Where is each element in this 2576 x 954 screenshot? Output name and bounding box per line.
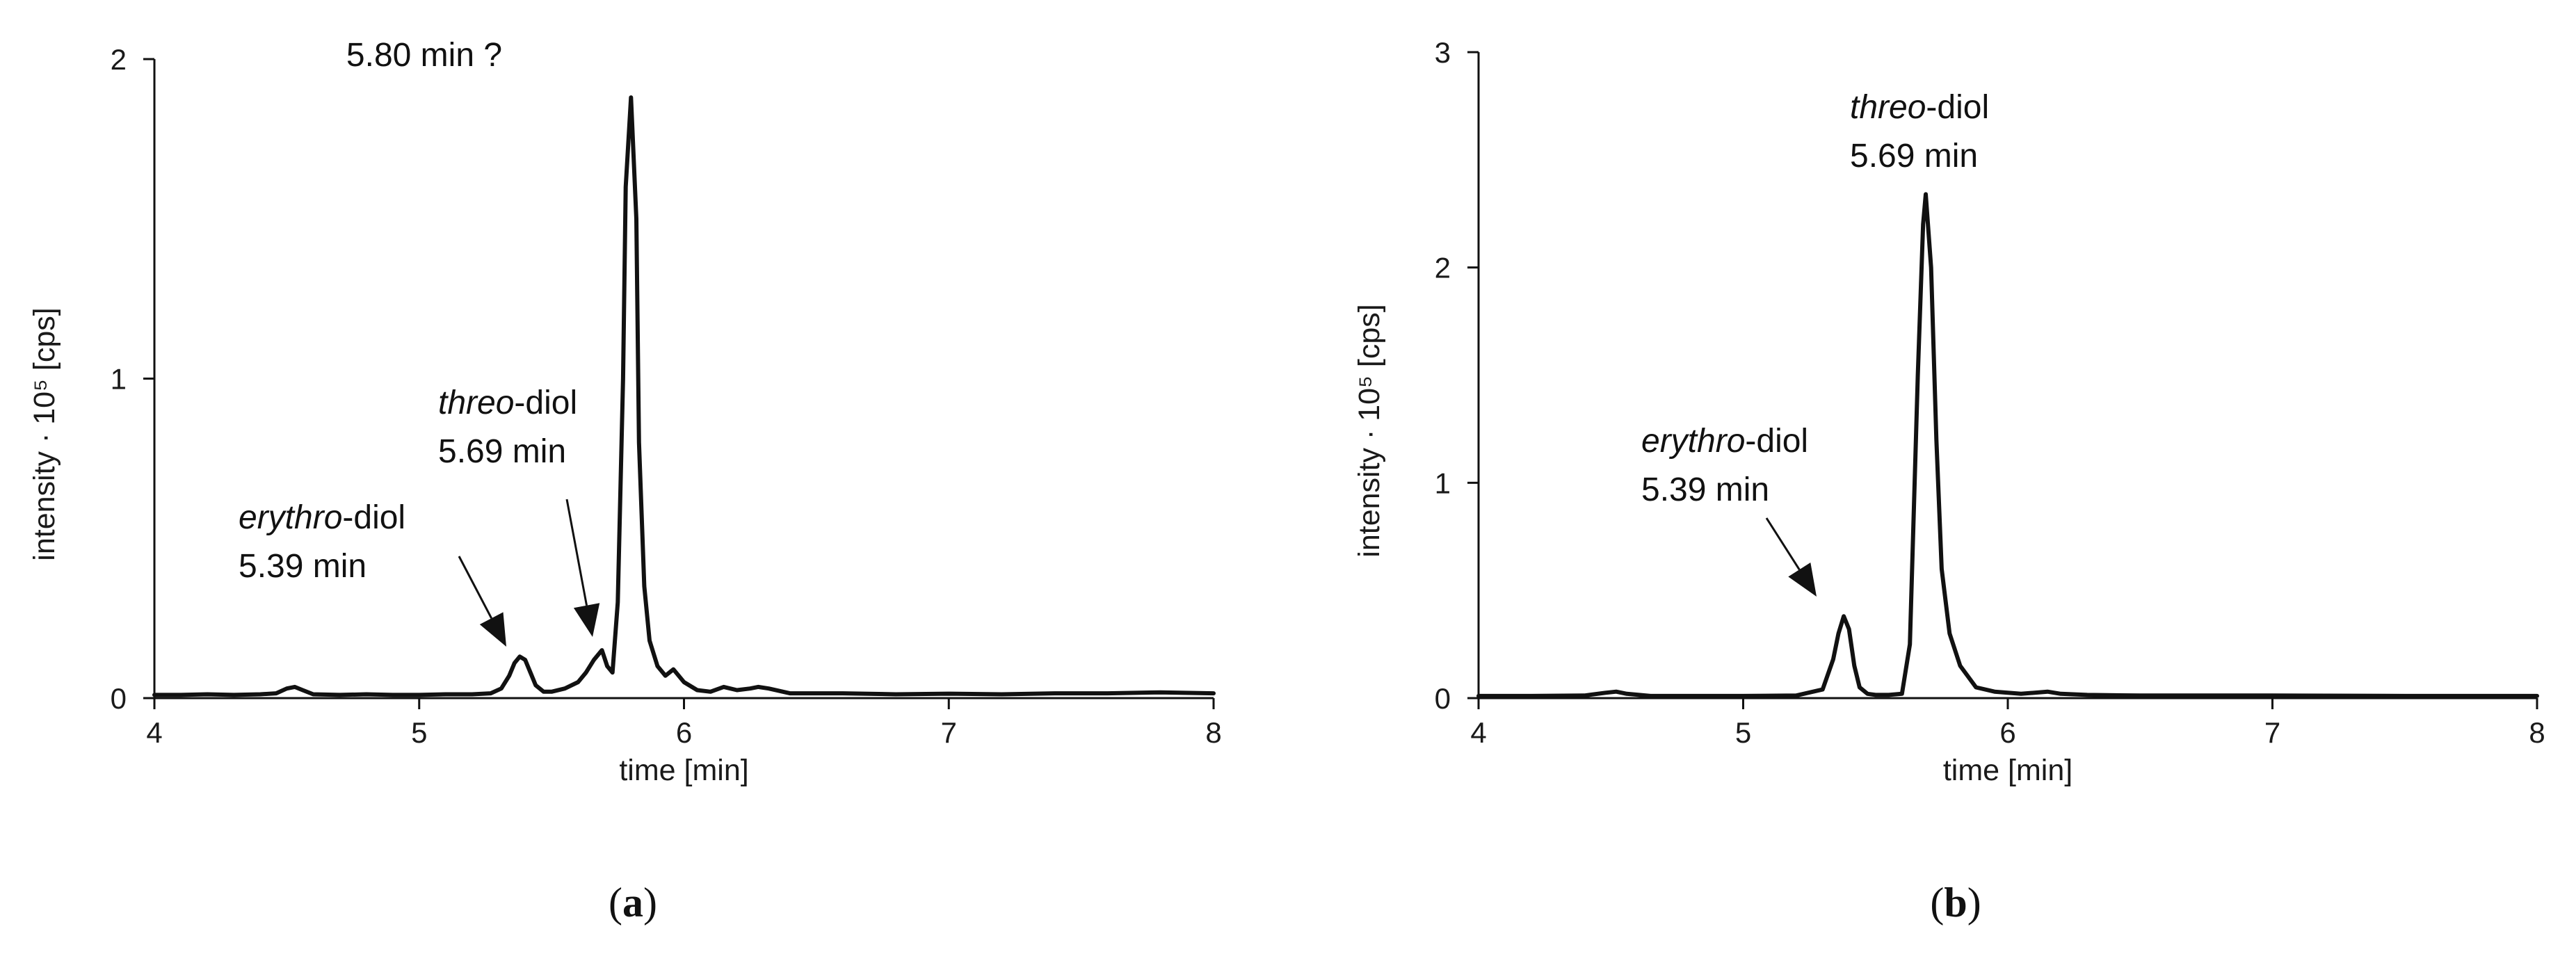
chromatogram-trace (1476, 192, 2539, 698)
annotation-arrow-head (1788, 563, 1817, 597)
x-axis-title: time [min] (619, 754, 748, 787)
annotation-arrow-head (479, 612, 506, 647)
compound-suffix: -diol (1926, 89, 1989, 126)
y-axis-title: intensity · 10⁵ [cps] (1353, 304, 1386, 557)
x-tick-label: 8 (1205, 716, 1221, 749)
compound-italic-prefix: erythro (1641, 423, 1745, 460)
x-tick-label: 6 (676, 716, 692, 749)
peak-annotation-label: 5.80 min ? (346, 37, 502, 74)
peak-annotation-compound: threo-diol (1850, 89, 1989, 126)
x-tick-label: 8 (2529, 716, 2545, 749)
compound-italic-prefix: erythro (239, 499, 342, 536)
compound-suffix: -diol (342, 499, 405, 536)
x-tick-label: 4 (146, 716, 162, 749)
annotation-arrow-shaft (458, 556, 493, 619)
y-tick-label: 3 (1435, 36, 1451, 69)
x-tick-label: 4 (1470, 716, 1486, 749)
peak-annotation-compound: erythro-diol (1641, 423, 1808, 460)
x-tick-label: 5 (1735, 716, 1751, 749)
x-axis-title: time [min] (1943, 754, 2072, 787)
compound-italic-prefix: threo (438, 385, 514, 421)
y-tick-label: 0 (1435, 682, 1451, 715)
panel-label-close: ) (1967, 880, 1981, 925)
x-tick-label: 7 (2264, 716, 2280, 749)
peak-annotation-time: 5.39 min (1641, 471, 1769, 508)
peak-annotation-time: 5.39 min (239, 548, 367, 585)
panel-letter: a (622, 880, 643, 925)
annotation-arrow-shaft (1765, 517, 1801, 571)
compound-suffix: -diol (514, 385, 577, 421)
peak-annotation-time: 5.69 min (438, 433, 566, 470)
compound-suffix: -diol (1745, 423, 1808, 460)
annotation-arrow-head (573, 603, 600, 637)
y-tick-label: 1 (1435, 467, 1451, 499)
x-tick-label: 5 (411, 716, 427, 749)
peak-annotation-compound: erythro-diol (239, 499, 405, 536)
panel-b-chart: 4 5 6 7 8 0 1 2 3 time [min] intensity · 10⁵ [cps]… (1353, 36, 2545, 925)
peak-annotation-compound: threo-diol (438, 385, 577, 421)
y-tick-label: 2 (1435, 252, 1451, 284)
x-tick-label: 7 (941, 716, 957, 749)
x-tick-label: 6 (1999, 716, 2015, 749)
y-tick-label: 2 (111, 43, 127, 76)
y-tick-label: 1 (111, 363, 127, 396)
compound-italic-prefix: threo (1850, 89, 1926, 126)
chromatogram-trace (152, 95, 1216, 697)
y-axis-title: intensity · 10⁵ [cps] (28, 307, 61, 560)
panel-letter: b (1944, 880, 1967, 925)
panel-a-chart: 4 5 6 7 8 0 1 2 time [min] intensity · 10⁵ [cps] 5… (28, 37, 1222, 925)
panel-label-close: ) (643, 880, 657, 925)
y-tick-label: 0 (111, 682, 127, 715)
panel-label: (b) (1930, 880, 1981, 925)
panel-label: (a) (609, 880, 657, 925)
peak-annotation-time: 5.69 min (1850, 138, 1978, 175)
annotation-arrow-shaft (565, 499, 588, 606)
